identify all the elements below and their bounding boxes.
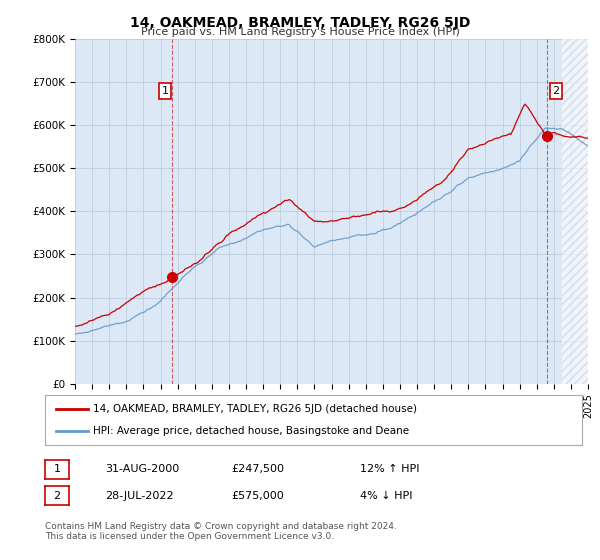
Text: Price paid vs. HM Land Registry's House Price Index (HPI): Price paid vs. HM Land Registry's House …: [140, 27, 460, 37]
Text: 14, OAKMEAD, BRAMLEY, TADLEY, RG26 5JD (detached house): 14, OAKMEAD, BRAMLEY, TADLEY, RG26 5JD (…: [94, 404, 418, 414]
Text: £247,500: £247,500: [231, 464, 284, 474]
Text: £575,000: £575,000: [231, 491, 284, 501]
Text: 12% ↑ HPI: 12% ↑ HPI: [360, 464, 419, 474]
Text: Contains HM Land Registry data © Crown copyright and database right 2024.
This d: Contains HM Land Registry data © Crown c…: [45, 522, 397, 542]
Text: 31-AUG-2000: 31-AUG-2000: [105, 464, 179, 474]
Text: HPI: Average price, detached house, Basingstoke and Deane: HPI: Average price, detached house, Basi…: [94, 426, 409, 436]
Text: 2: 2: [553, 86, 560, 96]
Text: 2: 2: [53, 491, 61, 501]
Text: 4% ↓ HPI: 4% ↓ HPI: [360, 491, 413, 501]
Text: 28-JUL-2022: 28-JUL-2022: [105, 491, 173, 501]
Text: 14, OAKMEAD, BRAMLEY, TADLEY, RG26 5JD: 14, OAKMEAD, BRAMLEY, TADLEY, RG26 5JD: [130, 16, 470, 30]
Text: 1: 1: [53, 464, 61, 474]
Text: 1: 1: [161, 86, 169, 96]
Bar: [562, 39, 588, 384]
